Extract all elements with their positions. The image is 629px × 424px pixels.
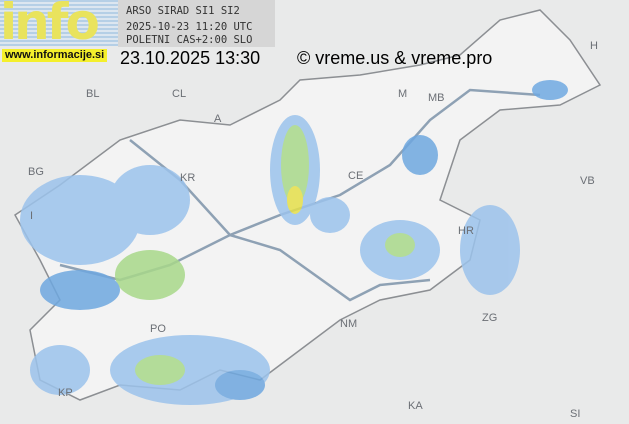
info-logo: info — [0, 0, 118, 46]
map-label: I — [30, 210, 34, 222]
copyright: © vreme.us & vreme.pro — [297, 48, 493, 68]
radar-source: ARSO SIRAD SI1 SI2 — [126, 5, 240, 17]
utc-time: 2025-10-23 11:20 UTC — [126, 21, 253, 33]
map-label: CE — [348, 170, 364, 182]
map-label: KA — [408, 400, 423, 412]
motorway — [229, 233, 431, 302]
map-label: ZG — [482, 312, 498, 324]
map-label: H — [590, 40, 598, 52]
map-label: SI — [570, 408, 581, 420]
map-label: HR — [458, 225, 474, 237]
radar-echoes — [20, 80, 568, 405]
map-label: M — [398, 88, 408, 100]
map-label: CL — [172, 88, 187, 100]
map-label: NM — [340, 318, 358, 330]
map-label: BG — [28, 166, 44, 178]
local-time-note: POLETNI CAS+2:00 SLO — [126, 34, 253, 46]
map-label: A — [214, 113, 222, 125]
map-label: KP — [58, 387, 73, 399]
map-label: BL — [86, 88, 100, 100]
map-label: KR — [180, 172, 196, 184]
site-link[interactable]: www.informacije.si — [2, 49, 108, 62]
map-label: PO — [150, 323, 166, 335]
map-label: VB — [580, 175, 595, 187]
radar-info-box: ARSO SIRAD SI1 SI2 2025-10-23 11:20 UTC … — [118, 0, 275, 47]
map-label: MB — [428, 92, 445, 104]
timestamp: 23.10.2025 13:30 — [120, 48, 261, 68]
